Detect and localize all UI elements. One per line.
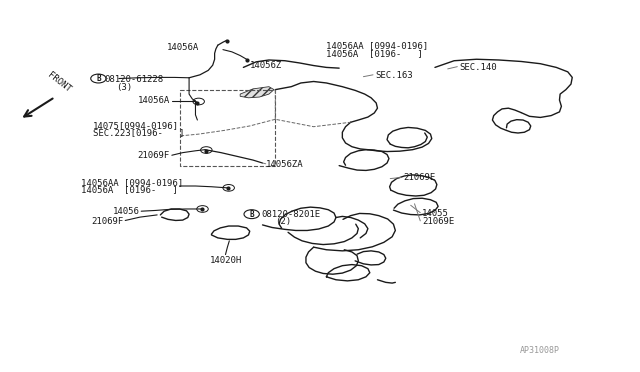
Text: 14056A: 14056A	[166, 42, 198, 51]
Text: 14075[0994-0196]: 14075[0994-0196]	[93, 121, 179, 130]
Text: FRONT: FRONT	[45, 70, 72, 94]
Text: SEC.140: SEC.140	[460, 63, 497, 72]
Polygon shape	[240, 87, 274, 98]
Text: 14056A  [0196-   ]: 14056A [0196- ]	[81, 185, 177, 194]
Text: 14056A: 14056A	[138, 96, 170, 105]
Text: B: B	[250, 210, 254, 219]
Text: 14055: 14055	[422, 209, 449, 218]
Text: 14056Z: 14056Z	[250, 61, 282, 70]
Text: 14056: 14056	[113, 208, 140, 217]
Text: 21069F: 21069F	[138, 151, 170, 160]
Text: SEC.163: SEC.163	[376, 71, 413, 80]
Text: 08120-61228: 08120-61228	[104, 75, 163, 84]
Text: 21069E: 21069E	[422, 218, 454, 227]
Text: AP31008P: AP31008P	[520, 346, 561, 355]
Text: 14056AA [0994-0196]: 14056AA [0994-0196]	[81, 178, 182, 187]
Text: (2): (2)	[275, 217, 291, 226]
Text: 21069E: 21069E	[403, 173, 435, 182]
Text: 21069F: 21069F	[91, 217, 124, 226]
Text: SEC.223[0196-   ]: SEC.223[0196- ]	[93, 128, 185, 137]
Text: 14056ZA: 14056ZA	[266, 160, 303, 169]
Text: B: B	[96, 74, 100, 83]
Text: (3): (3)	[116, 83, 132, 92]
Text: 14020H: 14020H	[209, 256, 242, 264]
Text: 14056AA [0994-0196]: 14056AA [0994-0196]	[326, 41, 429, 51]
Text: 14056A  [0196-   ]: 14056A [0196- ]	[326, 49, 423, 58]
Text: 08120-8201E: 08120-8201E	[261, 210, 321, 219]
